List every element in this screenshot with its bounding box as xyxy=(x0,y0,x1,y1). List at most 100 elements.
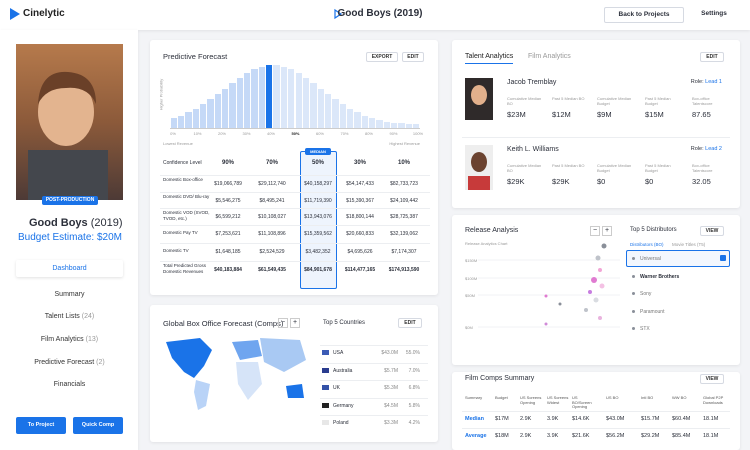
edit-button[interactable]: EDIT xyxy=(398,318,422,328)
cell: $15.7M xyxy=(641,416,660,422)
view-button[interactable]: VIEW xyxy=(700,226,724,236)
histogram-bar xyxy=(273,65,280,128)
back-button[interactable]: Back to Projects xyxy=(604,7,684,23)
histogram-bar xyxy=(346,108,354,128)
nav-active-bg xyxy=(16,260,123,277)
histogram-bar xyxy=(258,66,266,128)
histogram-bar xyxy=(244,73,251,128)
nav-item[interactable]: Financials xyxy=(16,381,123,388)
histogram-bar xyxy=(288,69,295,128)
cell: $14.6K xyxy=(572,416,590,422)
nav-count: (2) xyxy=(94,359,105,366)
sidebar-button[interactable]: Quick Comp xyxy=(73,417,123,434)
metric-label: Past 5 Median Budget xyxy=(645,96,671,106)
row-divider xyxy=(462,428,730,429)
nav-label[interactable]: Financials xyxy=(53,381,86,388)
distributor[interactable]: Sony xyxy=(640,291,652,297)
metric-value: 87.65 xyxy=(692,110,711,119)
x-tick-label: 80% xyxy=(364,131,373,136)
metric-value: 32.05 xyxy=(692,177,711,186)
settings-button[interactable]: Settings xyxy=(701,10,727,17)
distributor[interactable]: Universal xyxy=(640,256,661,262)
row-divider xyxy=(320,397,428,398)
cell: $40,158,297 xyxy=(304,181,332,187)
role-value: Lead 1 xyxy=(705,79,722,85)
histogram-bar xyxy=(354,112,361,128)
nav-label[interactable]: Dashboard xyxy=(52,265,87,272)
country: Australia xyxy=(333,367,353,374)
table-header: 30% xyxy=(353,160,366,166)
nav-label[interactable]: Film Analytics xyxy=(40,336,84,343)
x-tick-label: 70% xyxy=(340,131,349,136)
x-tick-label: 50% xyxy=(291,131,300,136)
metric-label: Past 5 Median BO xyxy=(552,163,585,168)
distributor[interactable]: Warner Brothers xyxy=(640,273,680,280)
cell: $24,109,442 xyxy=(390,198,418,204)
top-title: Top 5 Distributors xyxy=(630,227,677,233)
cell: $7,253,621 xyxy=(215,231,241,237)
cell: $18M xyxy=(495,433,509,439)
table-header: 70% xyxy=(265,160,278,166)
nav-item[interactable]: Talent Lists (24) xyxy=(16,313,123,320)
row-divider xyxy=(320,362,428,363)
metric-value: $29K xyxy=(552,177,570,186)
metric-label: Cumulative Median Budget xyxy=(597,163,632,173)
tab[interactable]: Movie Titles (T5) xyxy=(672,242,706,247)
metric-label: Cumulative Median BO xyxy=(507,96,542,106)
table-header: US Screens Widest xyxy=(547,395,569,405)
histogram-bar xyxy=(214,94,221,128)
tab[interactable]: Film Analytics xyxy=(528,53,571,60)
sidebar-button[interactable]: To Project xyxy=(16,417,66,434)
table-header: 10% xyxy=(397,160,410,166)
histogram-bar xyxy=(332,99,339,128)
table-header: WW BO xyxy=(672,395,687,400)
histogram-bar xyxy=(324,94,332,128)
nav-item[interactable]: Dashboard xyxy=(16,265,123,272)
edit-button[interactable]: EDIT xyxy=(402,52,424,62)
histogram-bar xyxy=(199,104,207,128)
view-button[interactable]: VIEW xyxy=(700,374,724,384)
distributor[interactable]: Paramount xyxy=(640,308,665,315)
table-header: 90% xyxy=(221,160,234,166)
export-button[interactable]: EXPORT xyxy=(366,52,398,62)
zoom-in[interactable]: + xyxy=(602,226,612,236)
film-year: (2019) xyxy=(87,217,123,229)
role: Role: Lead 1 xyxy=(660,79,722,85)
x-tick-label: 100% xyxy=(412,131,424,136)
flag xyxy=(322,420,329,425)
panel-title: Predictive Forecast xyxy=(163,52,228,61)
y-tick-label: $0M xyxy=(465,325,473,330)
table-header: Budget xyxy=(495,395,508,400)
row-divider xyxy=(160,261,430,262)
row-divider xyxy=(320,415,428,416)
high-label: Highest Revenue xyxy=(389,141,420,146)
cell: $2,524,529 xyxy=(259,249,285,255)
x-tick-label: 40% xyxy=(266,131,275,136)
zoom-out[interactable]: − xyxy=(590,226,600,236)
edit-button[interactable]: EDIT xyxy=(700,52,724,62)
cell: $28,725,387 xyxy=(390,214,418,220)
histogram-bar xyxy=(361,115,369,128)
nav-item[interactable]: Film Analytics (13) xyxy=(16,336,123,343)
y-tick-label: $100M xyxy=(465,276,478,281)
row-label: Total Predicted Gross Domestic Revenues xyxy=(163,263,207,274)
nav-item[interactable]: Predictive Forecast (2) xyxy=(16,359,123,366)
row-label: Domestic DVD/ Blu-ray xyxy=(163,194,210,199)
tab[interactable]: Talent Analytics xyxy=(465,53,514,64)
zoom-out[interactable]: − xyxy=(278,318,288,328)
distributor[interactable]: STX xyxy=(640,326,650,332)
cell: $5,546,275 xyxy=(215,198,241,204)
cell: $29.2M xyxy=(641,433,660,439)
chart-subtitle: Release Analytics Chart xyxy=(465,241,508,246)
nav-item[interactable]: Summary xyxy=(16,291,123,298)
share: 4.2% xyxy=(408,420,420,426)
nav-label[interactable]: Summary xyxy=(54,291,85,298)
table-header: Intl BO xyxy=(641,395,654,400)
nav-label[interactable]: Predictive Forecast xyxy=(34,359,95,366)
zoom-in[interactable]: + xyxy=(290,318,300,328)
histogram-bar xyxy=(192,108,199,128)
nav-label[interactable]: Talent Lists xyxy=(44,313,80,320)
dot xyxy=(632,257,635,260)
tab[interactable]: Distributors (BO) xyxy=(630,242,664,247)
median-badge: MEDIAN xyxy=(305,148,331,155)
